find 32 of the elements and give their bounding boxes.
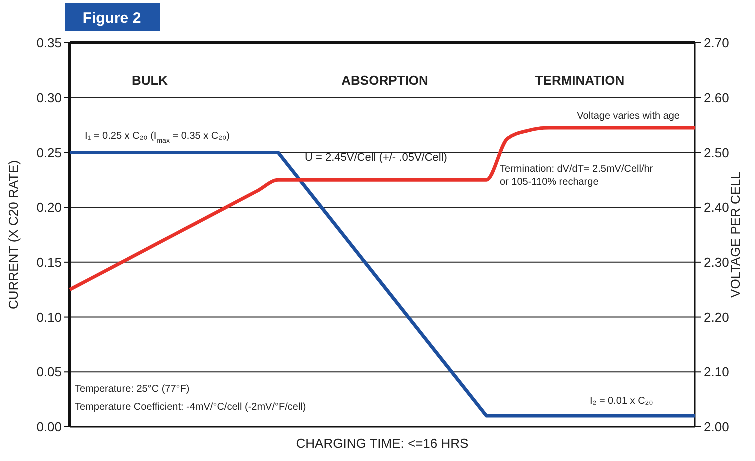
annotation: Voltage varies with age	[577, 111, 680, 122]
annotation: U = 2.45V/Cell (+/- .05V/Cell)	[305, 152, 448, 164]
y2-tick-label: 2.00	[704, 420, 730, 435]
annotation: ABSORPTION	[342, 73, 428, 88]
annotation: I₂ = 0.01 x C₂₀	[590, 396, 654, 407]
y2-tick-label: 2.60	[704, 90, 730, 106]
y-tick-label: 0.05	[36, 364, 62, 380]
chart-title: Figure 2	[82, 10, 142, 27]
line-series	[68, 150, 697, 418]
annotation: BULK	[132, 73, 169, 88]
y-tick-label: 0.35	[36, 36, 62, 51]
y2-tick-label: 2.70	[704, 36, 730, 51]
annotation: Termination: dV/dT= 2.5mV/Cell/hr or 105-110% recharge	[500, 164, 654, 188]
y-tick-label: 0.15	[36, 254, 62, 270]
y-tick-label: 0.30	[36, 90, 62, 106]
annotation: Temperature Coefficient: -4mV/°C/cell (-2mV/°F/cell)	[75, 402, 306, 413]
annotation: I₁ = 0.25 x C₂₀ (I$_{max}$ = 0.35 x C₂₀)	[85, 131, 230, 144]
y2-tick-label: 2.20	[704, 310, 730, 325]
y2-tick-label: 2.50	[704, 145, 730, 160]
y-axis-title: CURRENT (X C20 RATE)	[6, 160, 21, 310]
y2-axis-title: VOLTAGE PER CELL	[728, 172, 743, 298]
y-tick-label: 0.20	[36, 200, 62, 216]
y-tick-label: 0.10	[36, 310, 62, 325]
y2-tick-label: 2.10	[704, 364, 730, 380]
x-axis-title: CHARGING TIME: <=16 HRS	[296, 436, 470, 451]
y-tick-label: 0.00	[36, 420, 62, 435]
y2-tick-label: 2.30	[704, 254, 730, 270]
annotation: TERMINATION	[535, 73, 625, 88]
y-tick-label: 0.25	[36, 145, 62, 160]
annotation: Temperature: 25°C (77°F)	[75, 384, 190, 395]
line-series	[68, 126, 697, 292]
y2-tick-label: 2.40	[704, 200, 730, 216]
